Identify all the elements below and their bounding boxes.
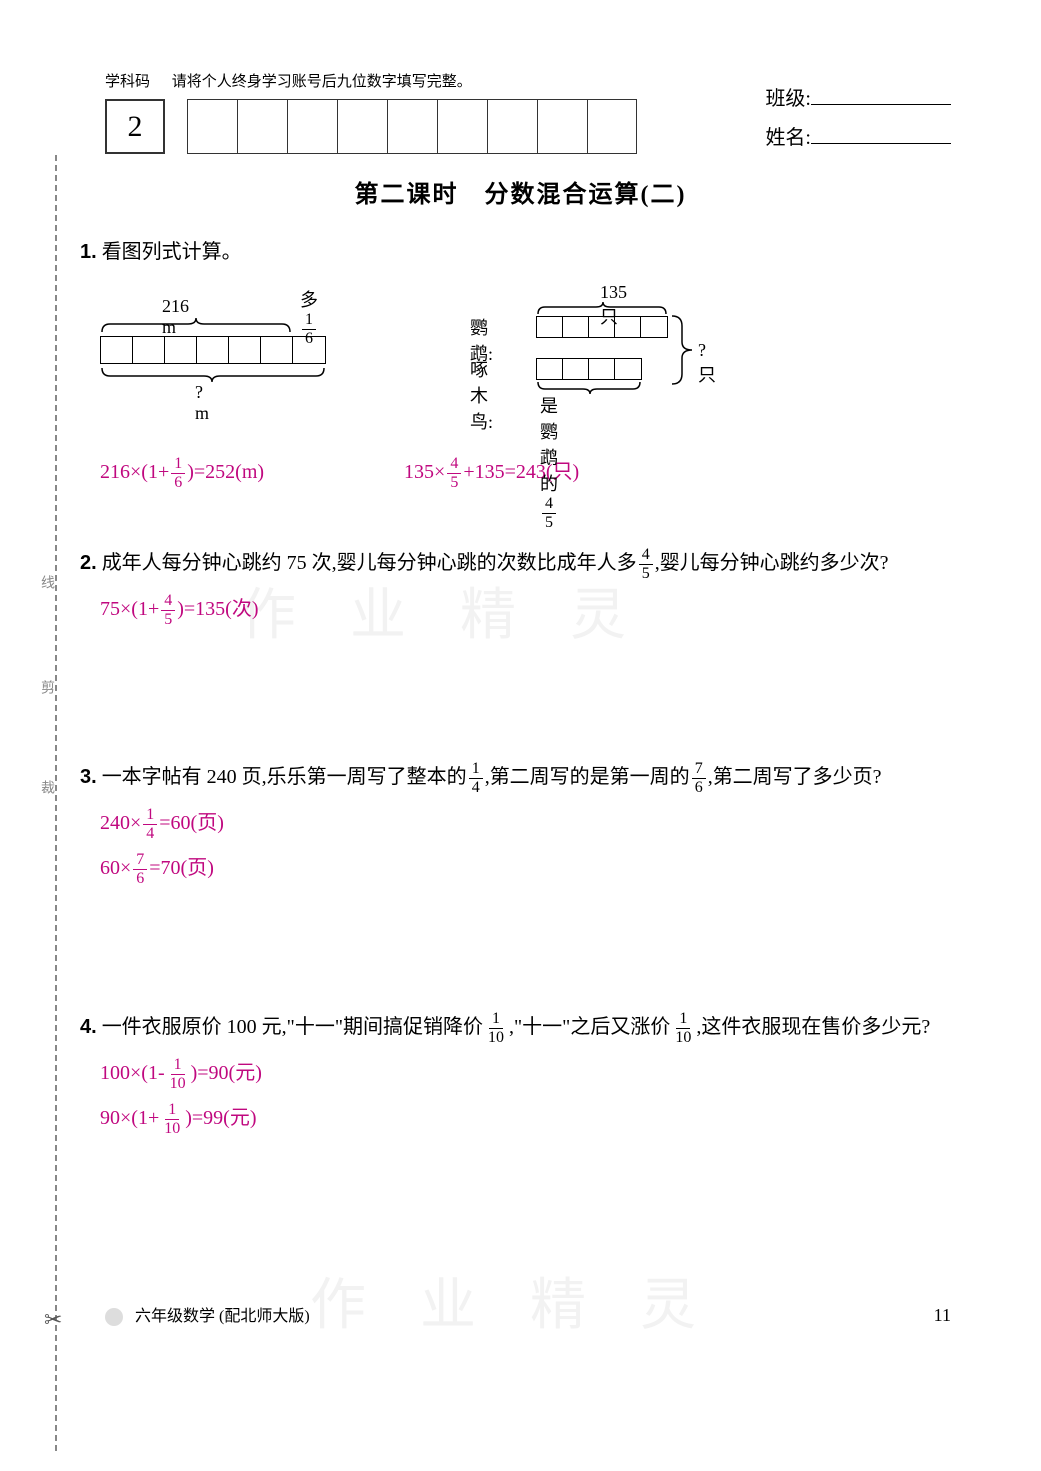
class-name-section: 班级: 姓名: xyxy=(765,82,951,160)
bar-cell xyxy=(537,359,563,379)
p1-answer-left: 216×(1+16)=252(m) xyxy=(100,454,264,491)
problem-1: 1. 看图列式计算。 216 m 多16 ? m 135只 鹦鹉: 啄木鸟: ?… xyxy=(80,232,961,491)
star-icon xyxy=(105,1308,123,1326)
p1-bird2-desc: 是鹦鹉的45 xyxy=(540,392,558,531)
bar-cell xyxy=(133,337,165,363)
code-box-0[interactable] xyxy=(187,99,237,154)
class-label: 班级: xyxy=(765,88,811,110)
p2-number: 2. xyxy=(80,552,97,574)
code-box-1[interactable] xyxy=(237,99,287,154)
code-box-first: 2 xyxy=(105,99,165,154)
footer: 六年级数学 (配北师大版) xyxy=(105,1302,310,1326)
code-box-4[interactable] xyxy=(387,99,437,154)
bar-cell xyxy=(641,317,667,337)
class-input-line[interactable] xyxy=(811,87,951,105)
p3-number: 3. xyxy=(80,766,97,788)
problem-2: 2. 成年人每分钟心跳约 75 次,婴儿每分钟心跳的次数比成年人多45,婴儿每分… xyxy=(80,543,961,628)
p1-bird2-label: 啄木鸟: xyxy=(470,356,493,434)
p1-left-bottom: ? m xyxy=(195,382,209,424)
p3-answer1: 240×14=60(页) xyxy=(100,805,961,842)
code-box-5[interactable] xyxy=(437,99,487,154)
p3-text1: 一本字帖有 240 页,乐乐第一周写了整本的 xyxy=(102,766,467,788)
bar-cell xyxy=(293,337,325,363)
problem-3: 3. 一本字帖有 240 页,乐乐第一周写了整本的14,第二周写的是第一周的76… xyxy=(80,757,961,887)
page-title: 第二课时 分数混合运算(二) xyxy=(0,174,1041,209)
bar-cell xyxy=(537,317,563,337)
p4-text3: ,这件衣服现在售价多少元? xyxy=(696,1016,930,1038)
name-label: 姓名: xyxy=(765,127,811,149)
footer-text: 六年级数学 (配北师大版) xyxy=(135,1308,310,1325)
header-instruction: 请将个人终身学习账号后九位数字填写完整。 xyxy=(172,74,472,90)
bracket-top-right xyxy=(536,302,670,316)
problem-4: 4. 一件衣服原价 100 元,"十一"期间搞促销降价110,"十一"之后又涨价… xyxy=(80,1007,961,1137)
p1-right-qty: ?只 xyxy=(698,340,716,387)
p4-number: 4. xyxy=(80,1016,97,1038)
bar-cell xyxy=(165,337,197,363)
p4-text1: 一件衣服原价 100 元,"十一"期间搞促销降价 xyxy=(102,1016,483,1038)
code-box-6[interactable] xyxy=(487,99,537,154)
cut-label-2: 剪 xyxy=(36,680,56,694)
bar-cell xyxy=(615,317,641,337)
bar-cell xyxy=(589,359,615,379)
bar-cell xyxy=(261,337,293,363)
code-box-8[interactable] xyxy=(587,99,637,154)
code-box-3[interactable] xyxy=(337,99,387,154)
bracket-bottom-left xyxy=(100,366,328,382)
bar-cell xyxy=(197,337,229,363)
bar-cell xyxy=(101,337,133,363)
p4-answer1: 100×(1-110)=90(元) xyxy=(100,1055,961,1092)
bar-cell xyxy=(563,359,589,379)
p2-text1: 成年人每分钟心跳约 75 次,婴儿每分钟心跳的次数比成年人多 xyxy=(102,552,637,574)
watermark-2: 作 业 精 灵 xyxy=(310,1260,716,1341)
subject-code-label: 学科码 xyxy=(105,74,150,90)
cut-label-1: 线 xyxy=(36,575,56,589)
bracket-right xyxy=(670,314,700,386)
code-box-7[interactable] xyxy=(537,99,587,154)
page-number: 11 xyxy=(934,1305,951,1326)
p3-text3: ,第二周写了多少页? xyxy=(708,766,882,788)
bar-cell xyxy=(589,317,615,337)
cut-line xyxy=(55,155,57,1451)
bar-cell xyxy=(563,317,589,337)
name-input-line[interactable] xyxy=(811,126,951,144)
p2-answer: 75×(1+45)=135(次) xyxy=(100,591,961,628)
cut-label-3: 裁 xyxy=(36,780,56,794)
p1-number: 1. xyxy=(80,241,97,263)
p4-text2: ,"十一"之后又涨价 xyxy=(509,1016,670,1038)
scissors-icon: ✂ xyxy=(44,1307,62,1333)
p4-answer2: 90×(1+110)=99(元) xyxy=(100,1100,961,1137)
p1-diagrams: 216 m 多16 ? m 135只 鹦鹉: 啄木鸟: ?只 是鹦鹉的45 xyxy=(80,272,961,442)
code-box-2[interactable] xyxy=(287,99,337,154)
bar-cell xyxy=(229,337,261,363)
bracket-top-left xyxy=(100,318,295,334)
p1-text: 看图列式计算。 xyxy=(102,241,242,263)
p3-answer2: 60×76=70(页) xyxy=(100,850,961,887)
bar-cell xyxy=(615,359,641,379)
p2-text2: ,婴儿每分钟心跳约多少次? xyxy=(655,552,889,574)
p3-text2: ,第二周写的是第一周的 xyxy=(485,766,690,788)
